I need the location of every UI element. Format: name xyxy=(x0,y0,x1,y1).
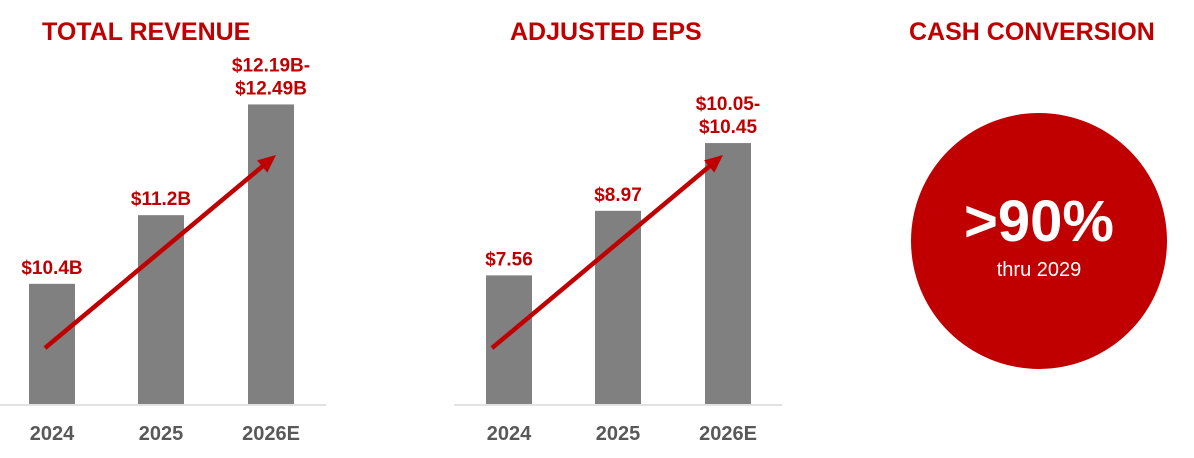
revenue-data-label-2026e: $12.49B xyxy=(235,78,307,99)
revenue-data-label-2024: $10.4B xyxy=(21,258,82,279)
revenue-trend-arrow xyxy=(43,155,276,350)
revenue-bar-2025 xyxy=(138,215,184,404)
revenue-tick-label-2026e: 2026E xyxy=(242,423,300,445)
eps-data-label-2026e: $10.45 xyxy=(699,117,758,138)
eps-data-label-2026e: $10.05- xyxy=(696,94,760,115)
eps-chart-title: ADJUSTED EPS xyxy=(510,18,702,46)
revenue-trend-arrow-shaft xyxy=(43,163,266,350)
revenue-data-label-2025: $11.2B xyxy=(131,189,191,210)
eps-tick-label-2025: 2025 xyxy=(596,423,641,445)
cash-conversion-caption: thru 2029 xyxy=(996,259,1082,281)
eps-trend-arrow-head xyxy=(704,155,723,173)
revenue-trend-arrow-head xyxy=(257,155,276,173)
cash-conversion-value: >90% xyxy=(964,189,1114,254)
eps-trend-arrow xyxy=(490,155,723,350)
revenue-tick-label-2025: 2025 xyxy=(139,423,184,445)
eps-data-label-2024: $7.56 xyxy=(485,249,533,270)
revenue-tick-label-2024: 2024 xyxy=(30,423,75,445)
revenue-bar-chart: $10.4B 2024 $11.2B 2025 $12.19B-$12.49B 2026E xyxy=(0,55,326,445)
revenue-data-label-2026e: $12.19B- xyxy=(232,55,310,76)
cash-conversion-circle: >90% thru 2029 xyxy=(911,113,1167,369)
eps-tick-label-2026e: 2026E xyxy=(699,423,757,445)
revenue-bar-2026e xyxy=(248,104,294,405)
eps-data-label-2025: $8.97 xyxy=(594,185,642,206)
eps-tick-label-2024: 2024 xyxy=(487,423,532,445)
eps-bar-2025 xyxy=(595,210,641,404)
eps-bar-2026e xyxy=(705,143,751,405)
eps-bar-2024 xyxy=(486,275,532,404)
eps-trend-arrow-shaft xyxy=(490,163,713,350)
cash-conversion-title: CASH CONVERSION xyxy=(909,18,1155,46)
revenue-chart-title: TOTAL REVENUE xyxy=(42,18,251,46)
eps-bar-chart: $7.56 2024 $8.97 2025 $10.05-$10.45 2026E xyxy=(454,94,782,445)
